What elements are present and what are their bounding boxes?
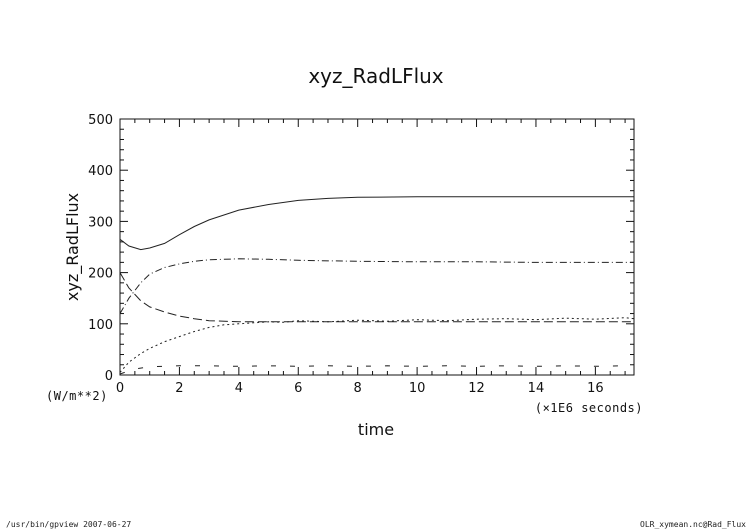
plot-area (119, 118, 635, 376)
x-tick-label: 10 (409, 381, 426, 396)
axis-ticks (119, 118, 634, 376)
footer-command-date: /usr/bin/gpview 2007-06-27 (6, 520, 131, 529)
chart-title: xyz_RadLFlux (308, 64, 443, 88)
y-axis-label: xyz_RadLFlux (63, 193, 83, 301)
y-tick-label: 100 (88, 318, 113, 333)
x-tick-label: 2 (175, 381, 183, 396)
series-line-2 (119, 258, 634, 314)
tick-labels: 0 2 4 6 8 10 12 14 16 0 100 200 300 400 500 (88, 113, 603, 396)
x-axis-label: time (358, 420, 394, 439)
y-tick-label: 500 (88, 113, 113, 128)
footer-source-file: OLR_xymean.nc@Rad_Flux (640, 520, 746, 529)
series-line-4 (119, 317, 635, 373)
y-axis-unit: (W/m**2) (46, 389, 108, 403)
x-tick-label: 4 (235, 381, 243, 396)
x-axis-unit: (×1E6 seconds) (535, 401, 643, 415)
y-tick-label: 200 (88, 267, 113, 282)
series-layer (119, 196, 635, 375)
series-line-1 (119, 196, 634, 251)
x-tick-label: 0 (116, 381, 124, 396)
x-tick-label: 6 (294, 381, 302, 396)
x-tick-label: 12 (468, 381, 485, 396)
x-tick-label: 8 (354, 381, 362, 396)
series-line-3 (119, 272, 634, 323)
series-line-5 (119, 365, 626, 375)
x-tick-label: 16 (587, 381, 604, 396)
y-tick-label: 0 (105, 369, 113, 384)
x-tick-label: 14 (528, 381, 545, 396)
y-tick-label: 400 (88, 164, 113, 179)
plot-frame (119, 118, 635, 376)
y-tick-label: 300 (88, 215, 113, 230)
